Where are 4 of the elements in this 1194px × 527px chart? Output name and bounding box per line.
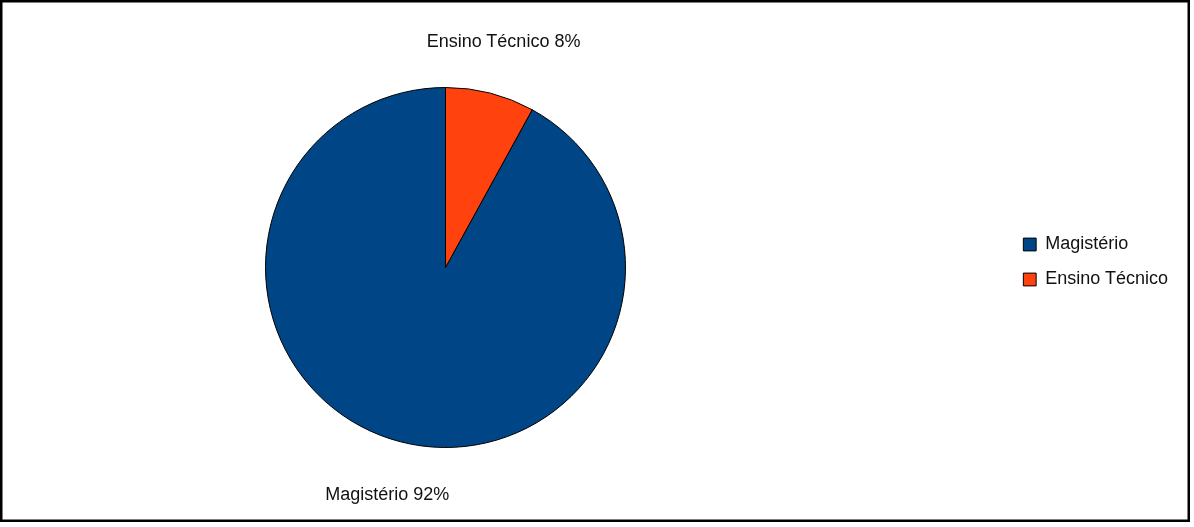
data-label: Magistério 92% [325, 484, 450, 505]
legend-label: Ensino Técnico [1045, 268, 1168, 289]
data-label: Ensino Técnico 8% [426, 30, 581, 51]
legend-label: Magistério [1045, 233, 1129, 254]
